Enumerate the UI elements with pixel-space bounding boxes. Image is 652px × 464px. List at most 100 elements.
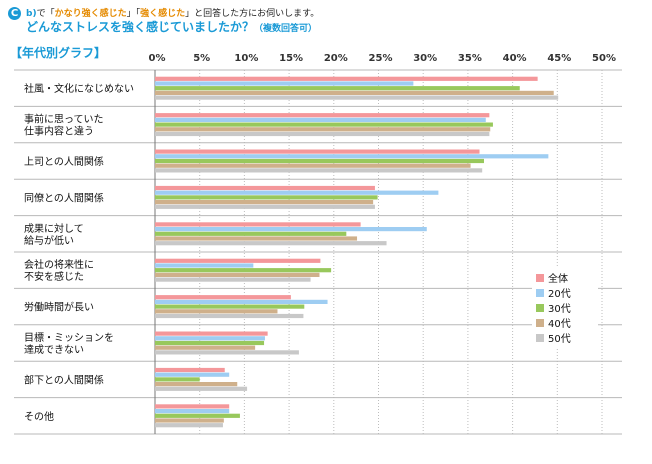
bar-20代-0: [155, 81, 414, 86]
question-header: C b)で「かなり強く感じた」「強く感じた」と回答した方にお伺いします。 どんな…: [6, 4, 646, 38]
category-labels: 社風・文化になじめない事前に思っていた仕事内容と違う上司との人間関係同僚との人間…: [24, 82, 134, 423]
bar-20代-5: [155, 263, 254, 268]
bar-全体-8: [155, 367, 225, 373]
bar-20代-1: [155, 117, 486, 122]
legend-swatch: [536, 289, 544, 297]
legend-swatch: [536, 334, 544, 342]
bar-40代-3: [155, 200, 374, 205]
category-label: 同僚との人間関係: [24, 191, 104, 204]
chart-legend: 全体 20代 30代 40代 50代: [532, 268, 598, 348]
question-title-note: （複数回答可）: [254, 24, 318, 34]
category-label: 仕事内容と違う: [24, 125, 94, 138]
condition-text-3: 」と回答した方にお伺いします。: [185, 9, 320, 19]
bar-30代-8: [155, 377, 200, 382]
bar-全体-0: [155, 76, 538, 81]
bar-20代-2: [155, 154, 549, 159]
legend-label: 20代: [548, 288, 571, 300]
category-label: その他: [24, 410, 54, 423]
bar-40代-8: [155, 382, 238, 387]
x-tick-label: 40%: [503, 53, 527, 64]
bar-50代-2: [155, 168, 483, 173]
legend-label: 50代: [548, 333, 571, 345]
x-tick-label: 10%: [234, 53, 258, 64]
bar-20代-6: [155, 299, 328, 304]
bar-30代-5: [155, 268, 332, 273]
bar-20代-4: [155, 227, 427, 232]
bar-30代-1: [155, 122, 493, 127]
bar-50代-1: [155, 131, 490, 137]
category-label: 会社の将来性に: [24, 258, 94, 271]
bar-50代-8: [155, 386, 248, 391]
question-title: どんなストレスを強く感じていましたか？（複数回答可）: [26, 18, 317, 35]
x-tick-label: 50%: [592, 53, 616, 64]
x-tick-label: 0%: [149, 53, 166, 64]
category-label: 労働時間が長い: [24, 301, 94, 314]
legend-label: 全体: [548, 272, 568, 285]
legend-label: 30代: [548, 303, 571, 315]
bar-30代-2: [155, 158, 484, 164]
bar-20代-9: [155, 409, 230, 414]
category-label: 達成できない: [24, 344, 84, 356]
bar-50代-7: [155, 350, 299, 355]
bar-20代-3: [155, 190, 439, 195]
legend-swatch: [536, 304, 544, 312]
bar-全体-5: [155, 258, 321, 263]
legend-label: 40代: [548, 318, 571, 330]
question-id: b): [26, 9, 37, 19]
bar-20代-8: [155, 372, 230, 377]
category-label: 目標・ミッションを: [24, 331, 114, 344]
bar-30代-0: [155, 86, 520, 91]
bar-全体-3: [155, 185, 375, 191]
category-label: 部下との人間関係: [24, 373, 104, 386]
legend-swatch: [536, 319, 544, 327]
bar-全体-6: [155, 295, 291, 300]
bar-50代-4: [155, 241, 387, 246]
bar-全体-1: [155, 113, 490, 118]
legend-swatch: [536, 274, 544, 282]
condition-answer-2: 強く感じた: [140, 9, 186, 19]
category-label: 上司との人間関係: [24, 156, 104, 168]
bar-50代-5: [155, 277, 311, 282]
bar-30代-3: [155, 195, 378, 200]
bar-30代-6: [155, 304, 305, 309]
bar-40代-4: [155, 236, 358, 241]
bar-40代-2: [155, 163, 471, 168]
x-tick-label: 5%: [193, 53, 210, 64]
category-label: 給与が低い: [24, 234, 74, 247]
x-tick-label: 35%: [458, 53, 482, 64]
bar-40代-1: [155, 127, 491, 132]
section-label: 【年代別グラフ】: [10, 46, 107, 60]
bar-30代-4: [155, 231, 347, 236]
category-label: 社風・文化になじめない: [24, 82, 134, 95]
category-label: 成果に対して: [24, 222, 84, 235]
bar-50代-6: [155, 313, 304, 319]
bar-全体-9: [155, 404, 230, 409]
bar-30代-9: [155, 413, 240, 418]
condition-answer-1: かなり強く感じた: [54, 9, 127, 19]
question-badge: C: [8, 7, 21, 20]
category-label: 事前に思っていた: [24, 113, 104, 126]
x-tick-label: 25%: [369, 53, 393, 64]
chart-axes: 0% 5% 10% 15% 20% 25% 30% 35% 40% 45% 50%: [149, 53, 616, 434]
bar-40代-5: [155, 272, 320, 277]
bar-50代-3: [155, 204, 375, 209]
bar-40代-6: [155, 309, 278, 314]
bar-全体-2: [155, 149, 480, 154]
bar-20代-7: [155, 336, 265, 341]
bar-30代-7: [155, 340, 265, 346]
question-title-text: どんなストレスを強く感じていましたか？: [26, 20, 255, 34]
bar-40代-7: [155, 345, 256, 350]
condition-text-1: で「: [36, 9, 55, 19]
bar-全体-7: [155, 331, 268, 336]
x-tick-label: 20%: [324, 53, 348, 64]
category-label: 不安を感じた: [24, 270, 84, 283]
x-tick-label: 45%: [547, 53, 571, 64]
bar-全体-4: [155, 222, 361, 227]
bar-50代-0: [155, 95, 559, 100]
condition-text-2: 」「: [126, 9, 141, 19]
x-tick-label: 15%: [279, 53, 303, 64]
bar-40代-0: [155, 90, 554, 95]
x-tick-label: 30%: [413, 53, 437, 64]
bar-50代-9: [155, 423, 223, 428]
